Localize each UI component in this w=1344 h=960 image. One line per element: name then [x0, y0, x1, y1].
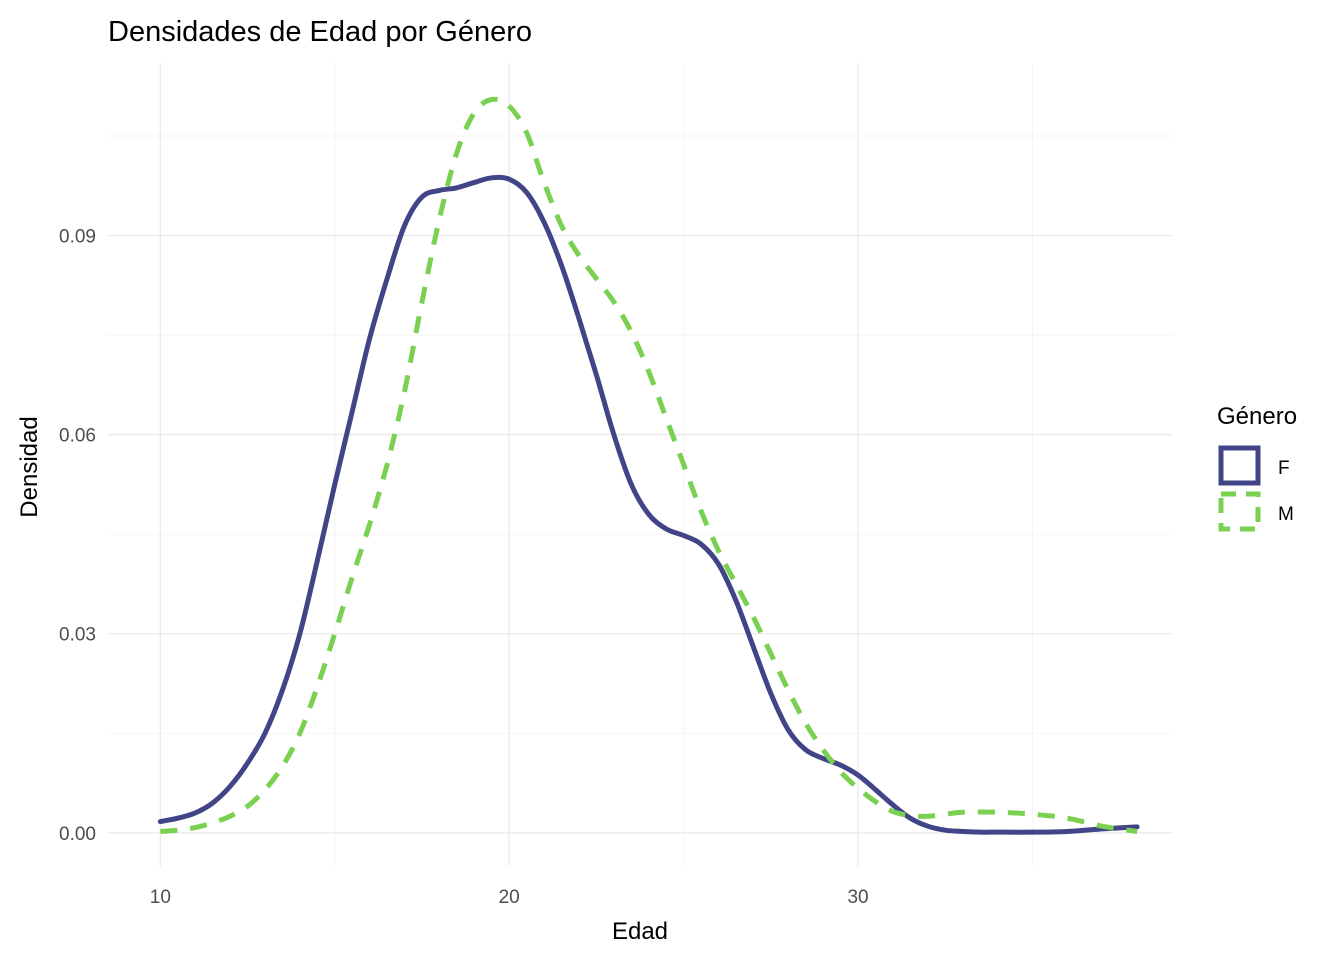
- plot-panel: [108, 63, 1172, 866]
- x-tick-label: 20: [499, 887, 520, 908]
- x-tick-label: 10: [150, 887, 171, 908]
- y-tick-label: 0.09: [59, 227, 96, 248]
- density-line-m: [160, 96, 1138, 834]
- density-line-f: [157, 174, 1140, 835]
- x-tick-label: 30: [847, 887, 868, 908]
- legend-label-f: F: [1278, 458, 1290, 479]
- x-axis-title: Edad: [612, 918, 668, 945]
- x-axis-tick-labels: 10 20 30: [150, 887, 869, 908]
- major-gridlines: [108, 63, 1172, 866]
- legend: Género FM: [1217, 403, 1297, 532]
- legend-items: FM: [1218, 445, 1294, 532]
- y-tick-label: 0.06: [59, 426, 96, 447]
- density-lines: [157, 96, 1140, 835]
- y-tick-label: 0.00: [59, 824, 96, 845]
- legend-label-m: M: [1278, 504, 1294, 525]
- y-axis-tick-labels: 0.00 0.03 0.06 0.09: [59, 227, 96, 845]
- legend-key-m: [1218, 491, 1261, 532]
- legend-key-f: [1218, 445, 1261, 486]
- minor-gridlines: [108, 63, 1172, 866]
- y-tick-label: 0.03: [59, 625, 96, 646]
- chart-title: Densidades de Edad por Género: [108, 16, 532, 48]
- y-axis-title: Densidad: [16, 416, 43, 517]
- legend-title: Género: [1217, 403, 1297, 430]
